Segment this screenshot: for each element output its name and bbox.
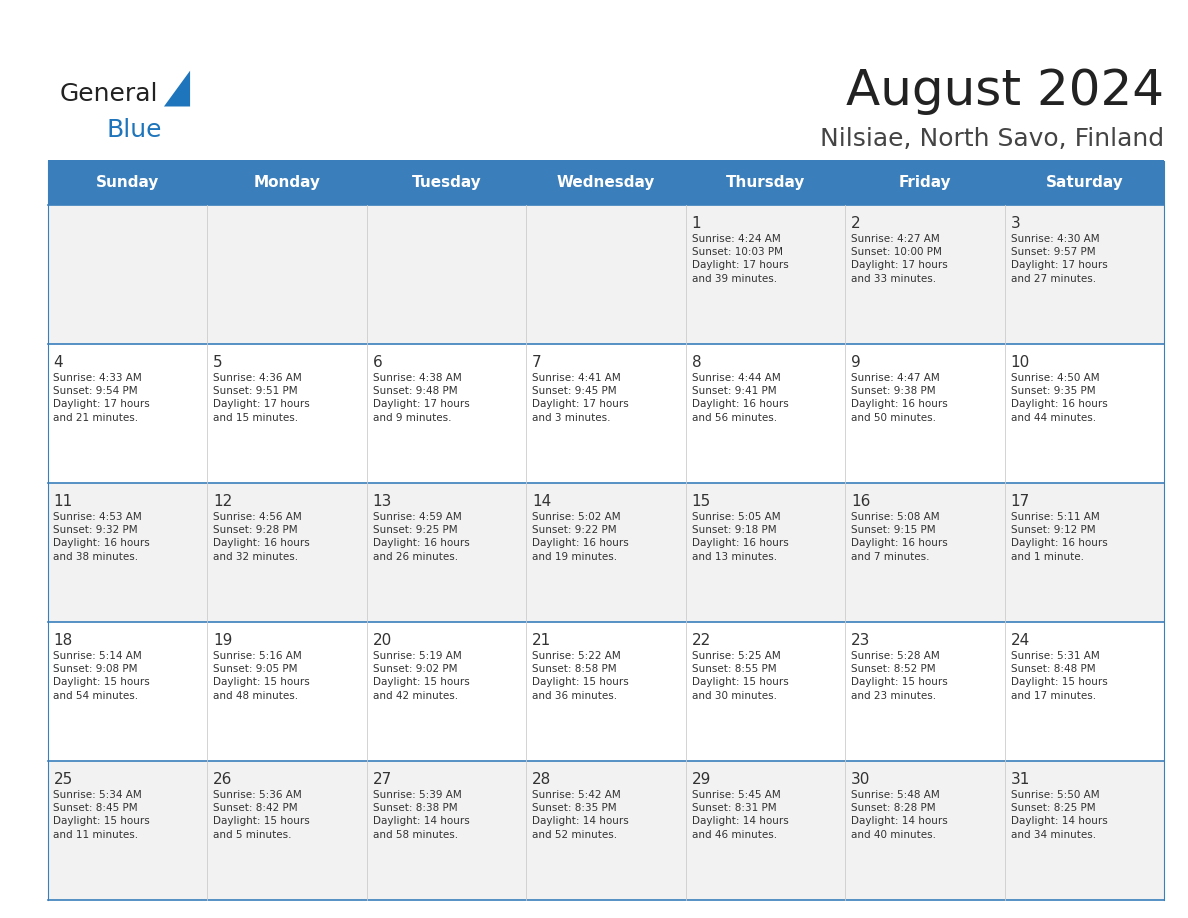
Text: Sunrise: 5:25 AM
Sunset: 8:55 PM
Daylight: 15 hours
and 30 minutes.: Sunrise: 5:25 AM Sunset: 8:55 PM Dayligh… <box>691 651 789 700</box>
FancyBboxPatch shape <box>48 621 1164 761</box>
Text: 5: 5 <box>213 354 222 370</box>
Text: 14: 14 <box>532 494 551 509</box>
Text: Sunrise: 5:02 AM
Sunset: 9:22 PM
Daylight: 16 hours
and 19 minutes.: Sunrise: 5:02 AM Sunset: 9:22 PM Dayligh… <box>532 512 628 562</box>
FancyBboxPatch shape <box>48 761 1164 900</box>
FancyBboxPatch shape <box>48 161 1164 205</box>
Text: 13: 13 <box>373 494 392 509</box>
Text: General: General <box>59 82 158 106</box>
Text: 10: 10 <box>1011 354 1030 370</box>
Text: Sunrise: 4:53 AM
Sunset: 9:32 PM
Daylight: 16 hours
and 38 minutes.: Sunrise: 4:53 AM Sunset: 9:32 PM Dayligh… <box>53 512 150 562</box>
Text: Nilsiae, North Savo, Finland: Nilsiae, North Savo, Finland <box>820 128 1164 151</box>
FancyBboxPatch shape <box>48 483 1164 621</box>
Text: Sunrise: 5:42 AM
Sunset: 8:35 PM
Daylight: 14 hours
and 52 minutes.: Sunrise: 5:42 AM Sunset: 8:35 PM Dayligh… <box>532 790 628 840</box>
Text: Sunrise: 4:50 AM
Sunset: 9:35 PM
Daylight: 16 hours
and 44 minutes.: Sunrise: 4:50 AM Sunset: 9:35 PM Dayligh… <box>1011 373 1107 422</box>
Text: Saturday: Saturday <box>1045 175 1124 190</box>
Text: 27: 27 <box>373 772 392 787</box>
Text: 18: 18 <box>53 633 72 648</box>
Text: August 2024: August 2024 <box>846 67 1164 115</box>
Text: Sunrise: 5:11 AM
Sunset: 9:12 PM
Daylight: 16 hours
and 1 minute.: Sunrise: 5:11 AM Sunset: 9:12 PM Dayligh… <box>1011 512 1107 562</box>
Text: Sunrise: 5:34 AM
Sunset: 8:45 PM
Daylight: 15 hours
and 11 minutes.: Sunrise: 5:34 AM Sunset: 8:45 PM Dayligh… <box>53 790 150 840</box>
Text: 26: 26 <box>213 772 233 787</box>
Text: Sunrise: 4:59 AM
Sunset: 9:25 PM
Daylight: 16 hours
and 26 minutes.: Sunrise: 4:59 AM Sunset: 9:25 PM Dayligh… <box>373 512 469 562</box>
Text: 21: 21 <box>532 633 551 648</box>
Text: Sunday: Sunday <box>95 175 159 190</box>
Text: Sunrise: 5:08 AM
Sunset: 9:15 PM
Daylight: 16 hours
and 7 minutes.: Sunrise: 5:08 AM Sunset: 9:15 PM Dayligh… <box>851 512 948 562</box>
Text: 3: 3 <box>1011 216 1020 230</box>
FancyBboxPatch shape <box>48 205 1164 343</box>
Text: Sunrise: 5:05 AM
Sunset: 9:18 PM
Daylight: 16 hours
and 13 minutes.: Sunrise: 5:05 AM Sunset: 9:18 PM Dayligh… <box>691 512 789 562</box>
Text: Sunrise: 4:38 AM
Sunset: 9:48 PM
Daylight: 17 hours
and 9 minutes.: Sunrise: 4:38 AM Sunset: 9:48 PM Dayligh… <box>373 373 469 422</box>
Polygon shape <box>164 71 190 106</box>
Text: Thursday: Thursday <box>726 175 805 190</box>
Text: Sunrise: 4:36 AM
Sunset: 9:51 PM
Daylight: 17 hours
and 15 minutes.: Sunrise: 4:36 AM Sunset: 9:51 PM Dayligh… <box>213 373 310 422</box>
FancyBboxPatch shape <box>48 343 1164 483</box>
Text: Sunrise: 4:33 AM
Sunset: 9:54 PM
Daylight: 17 hours
and 21 minutes.: Sunrise: 4:33 AM Sunset: 9:54 PM Dayligh… <box>53 373 150 422</box>
Text: 24: 24 <box>1011 633 1030 648</box>
Text: 9: 9 <box>851 354 861 370</box>
Text: Sunrise: 5:50 AM
Sunset: 8:25 PM
Daylight: 14 hours
and 34 minutes.: Sunrise: 5:50 AM Sunset: 8:25 PM Dayligh… <box>1011 790 1107 840</box>
Text: Friday: Friday <box>898 175 952 190</box>
Text: 23: 23 <box>851 633 871 648</box>
Text: 2: 2 <box>851 216 861 230</box>
Text: 20: 20 <box>373 633 392 648</box>
Text: 12: 12 <box>213 494 232 509</box>
Text: Sunrise: 5:16 AM
Sunset: 9:05 PM
Daylight: 15 hours
and 48 minutes.: Sunrise: 5:16 AM Sunset: 9:05 PM Dayligh… <box>213 651 310 700</box>
Text: 4: 4 <box>53 354 63 370</box>
Text: 7: 7 <box>532 354 542 370</box>
Text: Sunrise: 5:48 AM
Sunset: 8:28 PM
Daylight: 14 hours
and 40 minutes.: Sunrise: 5:48 AM Sunset: 8:28 PM Dayligh… <box>851 790 948 840</box>
Text: 16: 16 <box>851 494 871 509</box>
Text: Blue: Blue <box>107 118 163 142</box>
Text: Tuesday: Tuesday <box>411 175 481 190</box>
Text: 6: 6 <box>373 354 383 370</box>
Text: 1: 1 <box>691 216 701 230</box>
Text: Sunrise: 4:41 AM
Sunset: 9:45 PM
Daylight: 17 hours
and 3 minutes.: Sunrise: 4:41 AM Sunset: 9:45 PM Dayligh… <box>532 373 628 422</box>
Text: 25: 25 <box>53 772 72 787</box>
Text: Sunrise: 4:44 AM
Sunset: 9:41 PM
Daylight: 16 hours
and 56 minutes.: Sunrise: 4:44 AM Sunset: 9:41 PM Dayligh… <box>691 373 789 422</box>
Text: 31: 31 <box>1011 772 1030 787</box>
Text: 8: 8 <box>691 354 701 370</box>
Text: Sunrise: 5:14 AM
Sunset: 9:08 PM
Daylight: 15 hours
and 54 minutes.: Sunrise: 5:14 AM Sunset: 9:08 PM Dayligh… <box>53 651 150 700</box>
Text: 17: 17 <box>1011 494 1030 509</box>
Text: Sunrise: 4:27 AM
Sunset: 10:00 PM
Daylight: 17 hours
and 33 minutes.: Sunrise: 4:27 AM Sunset: 10:00 PM Daylig… <box>851 234 948 284</box>
Text: 29: 29 <box>691 772 710 787</box>
Text: 28: 28 <box>532 772 551 787</box>
Text: 11: 11 <box>53 494 72 509</box>
Text: 15: 15 <box>691 494 710 509</box>
Text: 22: 22 <box>691 633 710 648</box>
Text: Sunrise: 5:19 AM
Sunset: 9:02 PM
Daylight: 15 hours
and 42 minutes.: Sunrise: 5:19 AM Sunset: 9:02 PM Dayligh… <box>373 651 469 700</box>
Text: Sunrise: 5:45 AM
Sunset: 8:31 PM
Daylight: 14 hours
and 46 minutes.: Sunrise: 5:45 AM Sunset: 8:31 PM Dayligh… <box>691 790 789 840</box>
Text: Monday: Monday <box>253 175 321 190</box>
Text: Sunrise: 5:39 AM
Sunset: 8:38 PM
Daylight: 14 hours
and 58 minutes.: Sunrise: 5:39 AM Sunset: 8:38 PM Dayligh… <box>373 790 469 840</box>
FancyBboxPatch shape <box>48 160 1164 163</box>
Text: Sunrise: 5:22 AM
Sunset: 8:58 PM
Daylight: 15 hours
and 36 minutes.: Sunrise: 5:22 AM Sunset: 8:58 PM Dayligh… <box>532 651 628 700</box>
Text: Wednesday: Wednesday <box>557 175 655 190</box>
Text: 19: 19 <box>213 633 233 648</box>
Text: Sunrise: 4:30 AM
Sunset: 9:57 PM
Daylight: 17 hours
and 27 minutes.: Sunrise: 4:30 AM Sunset: 9:57 PM Dayligh… <box>1011 234 1107 284</box>
Text: Sunrise: 5:28 AM
Sunset: 8:52 PM
Daylight: 15 hours
and 23 minutes.: Sunrise: 5:28 AM Sunset: 8:52 PM Dayligh… <box>851 651 948 700</box>
Text: Sunrise: 5:36 AM
Sunset: 8:42 PM
Daylight: 15 hours
and 5 minutes.: Sunrise: 5:36 AM Sunset: 8:42 PM Dayligh… <box>213 790 310 840</box>
Text: Sunrise: 5:31 AM
Sunset: 8:48 PM
Daylight: 15 hours
and 17 minutes.: Sunrise: 5:31 AM Sunset: 8:48 PM Dayligh… <box>1011 651 1107 700</box>
Text: Sunrise: 4:24 AM
Sunset: 10:03 PM
Daylight: 17 hours
and 39 minutes.: Sunrise: 4:24 AM Sunset: 10:03 PM Daylig… <box>691 234 789 284</box>
Text: 30: 30 <box>851 772 871 787</box>
Text: Sunrise: 4:56 AM
Sunset: 9:28 PM
Daylight: 16 hours
and 32 minutes.: Sunrise: 4:56 AM Sunset: 9:28 PM Dayligh… <box>213 512 310 562</box>
Text: Sunrise: 4:47 AM
Sunset: 9:38 PM
Daylight: 16 hours
and 50 minutes.: Sunrise: 4:47 AM Sunset: 9:38 PM Dayligh… <box>851 373 948 422</box>
